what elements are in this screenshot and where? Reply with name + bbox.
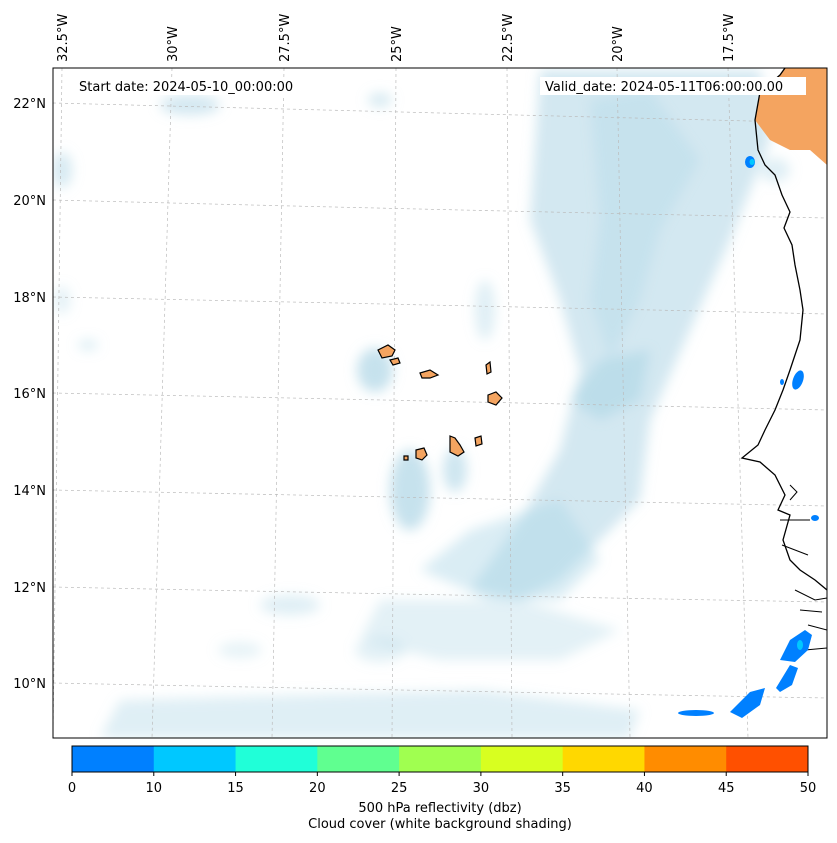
colorbar-tick-label: 0 [68,781,76,796]
lat-label: 20°N [13,194,46,209]
colorbar-sublabel: Cloud cover (white background shading) [308,817,572,832]
colorbar-segment [726,746,809,772]
colorbar-label: 500 hPa reflectivity (dbz) [358,801,522,816]
colorbar-segment [480,746,564,772]
lat-label: 22°N [13,97,46,112]
colorbar: 0 10 15 20 25 30 35 40 45 50 [68,745,816,796]
lat-label: 16°N [13,387,46,402]
lon-label: 17.5°W [722,14,737,62]
colorbar-tick-label: 35 [554,781,571,796]
colorbar-tick-label: 50 [800,781,817,796]
island-brava [403,455,409,461]
colorbar-tick-label: 30 [473,781,490,796]
start-date-box [75,77,312,95]
island-maio [474,435,483,447]
island-fogo [415,447,428,461]
colorbar-segment [562,746,645,772]
lon-label: 30°W [166,26,181,62]
island-sao-nicolau [419,369,440,379]
colorbar-tick-label: 25 [391,781,408,796]
colorbar-segment [235,746,318,772]
map-area[interactable] [52,68,827,738]
lon-label: 27.5°W [278,14,293,62]
valid-date-label: Valid_date: 2024-05-11T06:00:00.00 [545,80,783,95]
lat-label: 12°N [13,581,46,596]
colorbar-tick-label: 20 [309,781,326,796]
start-date-label: Start date: 2024-05-10_00:00:00 [79,80,293,95]
colorbar-segment [399,746,482,772]
longitude-labels: 32.5°W 30°W 27.5°W 25°W 22.5°W 20°W 17.5… [56,14,737,62]
valid-date-box [540,77,806,95]
lon-label: 22.5°W [501,14,516,62]
cloud-cover-shading [53,70,790,738]
colorbar-tick-label: 40 [636,781,653,796]
lat-label: 10°N [13,677,46,692]
island-santo-antao [377,344,396,359]
colorbar-segments [72,746,809,772]
coastline-detail [780,484,827,651]
island-boa-vista [487,391,503,406]
colorbar-segment [153,746,237,772]
colorbar-tick-label: 15 [227,781,244,796]
island-sal [485,360,492,375]
map-frame [52,67,828,739]
colorbar-frame [71,745,809,773]
island-santiago [449,435,465,457]
lon-label: 20°W [611,26,626,62]
colorbar-segment [317,746,400,772]
latitude-labels: 22°N 20°N 18°N 16°N 14°N 12°N 10°N [13,97,46,692]
colorbar-segment [644,746,727,772]
lat-label: 14°N [13,484,46,499]
colorbar-tick-label: 45 [718,781,735,796]
colorbar-tick-label: 10 [146,781,163,796]
lon-label: 32.5°W [56,14,71,62]
gridlines [53,68,827,738]
reflectivity-echoes [678,156,819,718]
island-sao-vicente [389,357,401,366]
colorbar-segment [72,746,155,772]
lat-label: 18°N [13,291,46,306]
lon-label: 25°W [390,26,405,62]
cape-verde-islands[interactable] [377,344,503,461]
colorbar-ticks: 0 10 15 20 25 30 35 40 45 50 [68,772,816,796]
